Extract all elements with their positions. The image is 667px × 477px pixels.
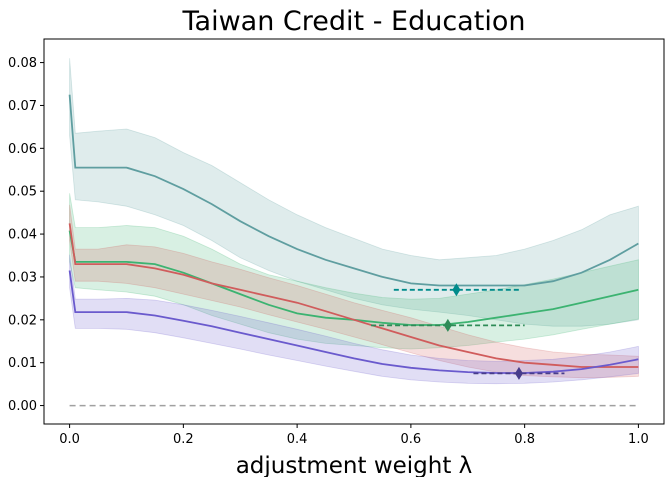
- chart-title: Taiwan Credit - Education: [182, 6, 526, 37]
- x-tick-label: 0.4: [287, 432, 308, 447]
- series-line-3: [68, 223, 639, 368]
- y-tick-label: 0.01: [8, 356, 37, 371]
- series-line-4: [68, 270, 639, 374]
- x-tick-label: 0.8: [514, 432, 535, 447]
- series-band-3: [69, 204, 639, 379]
- y-tick-label: 0.08: [8, 56, 37, 71]
- axis-ticks: 0.0 0.2 0.4 0.6 0.8 1.0 0.00 0.01 0.02 0.03 0.04 0.…: [8, 56, 649, 447]
- series-band-2: [69, 193, 639, 350]
- y-tick-label: 0.06: [8, 142, 37, 157]
- optimum-marker-4: [514, 366, 523, 380]
- series-line-2: [68, 230, 639, 326]
- optimum-marker-2: [443, 318, 452, 332]
- y-tick-label: 0.05: [8, 185, 37, 200]
- y-tick-label: 0.00: [8, 399, 37, 414]
- y-tick-label: 0.03: [8, 270, 37, 285]
- x-axis-label: adjustment weight λ: [236, 453, 473, 477]
- y-tick-label: 0.02: [8, 313, 37, 328]
- y-tick-label: 0.07: [8, 99, 37, 114]
- x-tick-label: 0.2: [173, 432, 194, 447]
- plot-area: [68, 58, 639, 407]
- plot-frame: [43, 38, 665, 425]
- x-tick-label: 0.6: [401, 432, 422, 447]
- x-tick-label: 0.0: [59, 432, 80, 447]
- optimum-marker-1: [452, 283, 461, 297]
- y-tick-label: 0.04: [8, 228, 37, 243]
- series-band-1: [69, 58, 639, 327]
- x-tick-label: 1.0: [628, 432, 649, 447]
- series-line-1: [68, 94, 639, 287]
